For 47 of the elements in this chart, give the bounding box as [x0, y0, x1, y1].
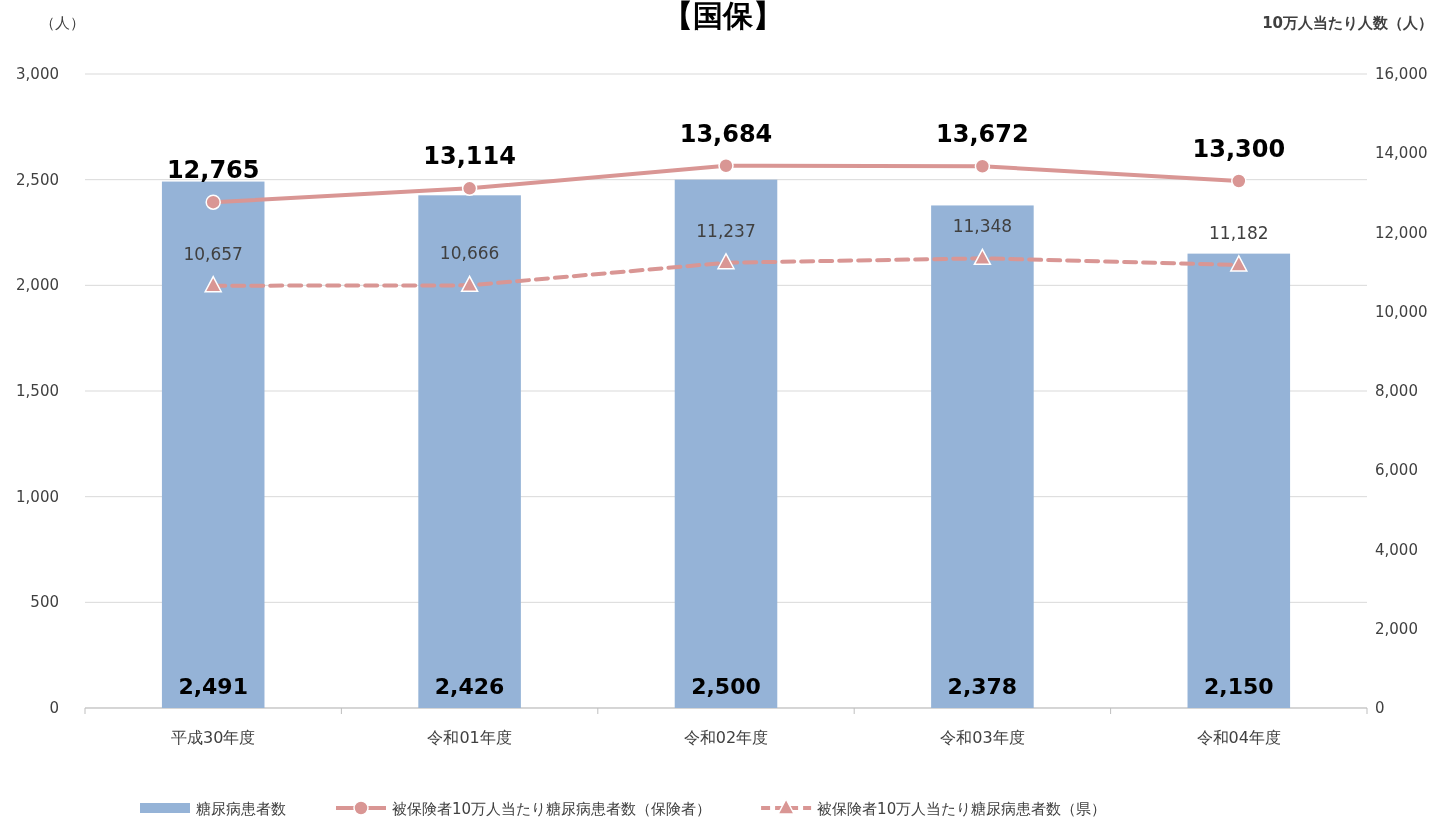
- y2-tick-label: 8,000: [1375, 382, 1418, 400]
- data-label: 13,114: [423, 142, 516, 171]
- data-label: 2,426: [434, 674, 505, 699]
- bar: [418, 195, 521, 708]
- data-label: 13,684: [679, 119, 773, 148]
- x-tick-label: 令和03年度: [940, 728, 1025, 747]
- x-tick-label: 令和02年度: [683, 728, 769, 747]
- data-label: 2,500: [691, 674, 761, 699]
- y-tick-label: 0: [49, 699, 59, 717]
- data-label: 13,300: [1192, 134, 1286, 163]
- bar: [1187, 253, 1291, 708]
- y2-tick-label: 4,000: [1375, 540, 1418, 559]
- bar: [931, 205, 1034, 708]
- y2-tick-label: 10,000: [1375, 302, 1428, 321]
- data-label: 2,491: [178, 674, 248, 699]
- chart-title: 【国保】: [662, 0, 783, 33]
- data-label: 10,666: [439, 243, 500, 264]
- y2-axis-title: 10万人当たり人数（人）: [1262, 14, 1433, 32]
- x-tick-label: 平成30年度: [171, 728, 256, 747]
- bar: [161, 181, 265, 708]
- x-tick-label: 令和04年度: [1196, 728, 1281, 747]
- y2-tick-label: 12,000: [1375, 223, 1428, 242]
- y2-tick-label: 0: [1375, 699, 1385, 717]
- data-label: 10,657: [183, 243, 243, 264]
- legend-label: 被保険者10万人当たり糖尿病患者数（保険者）: [392, 800, 712, 818]
- data-label: 11,348: [952, 216, 1013, 237]
- data-label: 13,672: [936, 120, 1029, 149]
- data-label: 11,237: [696, 220, 756, 241]
- y-tick-label: 1,500: [16, 382, 59, 400]
- data-label: 12,765: [166, 156, 260, 185]
- y-tick-label: 2,000: [16, 276, 59, 295]
- data-label: 11,182: [1209, 222, 1269, 243]
- y-tick-label: 2,500: [16, 170, 59, 189]
- data-label: 2,150: [1204, 674, 1274, 699]
- legend-label: 被保険者10万人当たり糖尿病患者数（県）: [817, 800, 1107, 818]
- y-axis-title: （人）: [39, 14, 85, 32]
- y2-tick-label: 6,000: [1375, 461, 1418, 480]
- y2-tick-label: 2,000: [1375, 619, 1418, 638]
- bar: [674, 179, 778, 708]
- x-tick-label: 令和01年度: [427, 728, 512, 747]
- y-tick-label: 1,000: [16, 487, 59, 506]
- y-tick-label: 500: [30, 593, 59, 612]
- legend-label: 糖尿病患者数: [196, 800, 286, 818]
- y2-tick-label: 16,000: [1375, 65, 1428, 83]
- y2-tick-label: 14,000: [1375, 144, 1428, 163]
- y-tick-label: 3,000: [16, 65, 59, 83]
- data-label: 2,378: [947, 674, 1018, 699]
